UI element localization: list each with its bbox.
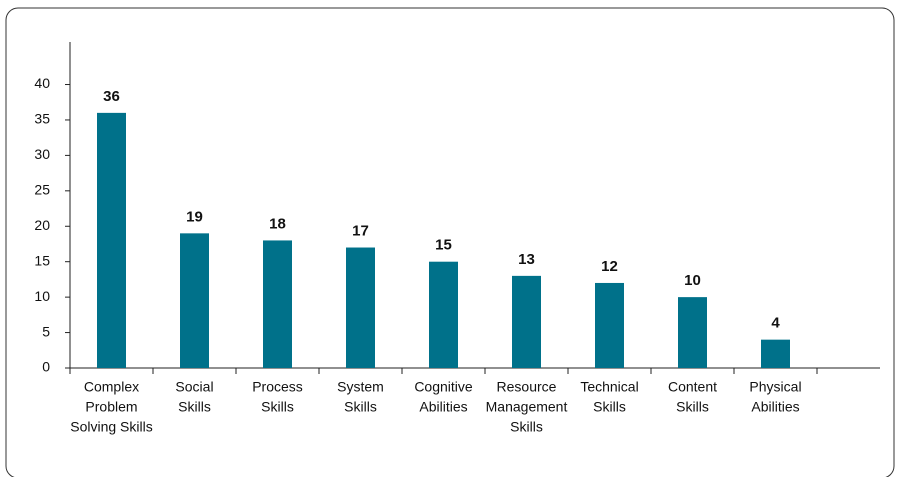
- x-tick-label: Technical: [580, 379, 638, 395]
- x-tick-label: Process: [252, 379, 303, 395]
- bar: [512, 275, 541, 368]
- y-tick-label: 20: [34, 217, 50, 233]
- y-tick-label: 15: [34, 252, 50, 268]
- x-tick-label: Skills: [676, 399, 709, 415]
- value-label: 36: [103, 88, 120, 105]
- x-tick-label: Skills: [344, 399, 377, 415]
- x-tick-label: Social: [175, 379, 213, 395]
- x-tick-label: Skills: [593, 399, 626, 415]
- y-tick-label: 40: [34, 75, 50, 91]
- bar: [595, 282, 624, 368]
- x-tick-label: Solving Skills: [70, 419, 152, 435]
- value-label: 10: [684, 272, 701, 289]
- bar: [263, 240, 292, 368]
- bar: [761, 339, 790, 368]
- value-label: 4: [771, 315, 780, 332]
- bar: [678, 297, 707, 368]
- x-tick-label: Skills: [261, 399, 294, 415]
- x-tick-label: Problem: [85, 399, 137, 415]
- x-tick-label: Management: [486, 399, 568, 415]
- y-tick-label: 35: [34, 111, 50, 127]
- bar: [429, 261, 458, 368]
- value-label: 12: [601, 258, 618, 275]
- bar: [180, 233, 209, 368]
- x-tick-label: Complex: [84, 379, 139, 395]
- value-label: 17: [352, 222, 369, 239]
- x-tick-label: Abilities: [419, 399, 467, 415]
- x-tick-label: Physical: [749, 379, 801, 395]
- x-tick-label: Cognitive: [414, 379, 473, 395]
- x-tick-label: Skills: [510, 419, 543, 435]
- value-label: 19: [186, 208, 203, 225]
- y-tick-label: 30: [34, 146, 50, 162]
- x-tick-label: System: [337, 379, 384, 395]
- y-tick-label: 10: [34, 288, 50, 304]
- bar: [97, 112, 126, 368]
- x-tick-label: Resource: [497, 379, 557, 395]
- value-label: 18: [269, 215, 286, 232]
- value-label: 13: [518, 251, 535, 268]
- y-tick-label: 25: [34, 182, 50, 198]
- bar: [346, 247, 375, 368]
- x-tick-label: Skills: [178, 399, 211, 415]
- x-tick-label: Abilities: [751, 399, 799, 415]
- value-label: 15: [435, 237, 452, 254]
- x-tick-label: Content: [668, 379, 717, 395]
- y-tick-label: 0: [42, 359, 50, 375]
- y-tick-label: 5: [42, 323, 50, 339]
